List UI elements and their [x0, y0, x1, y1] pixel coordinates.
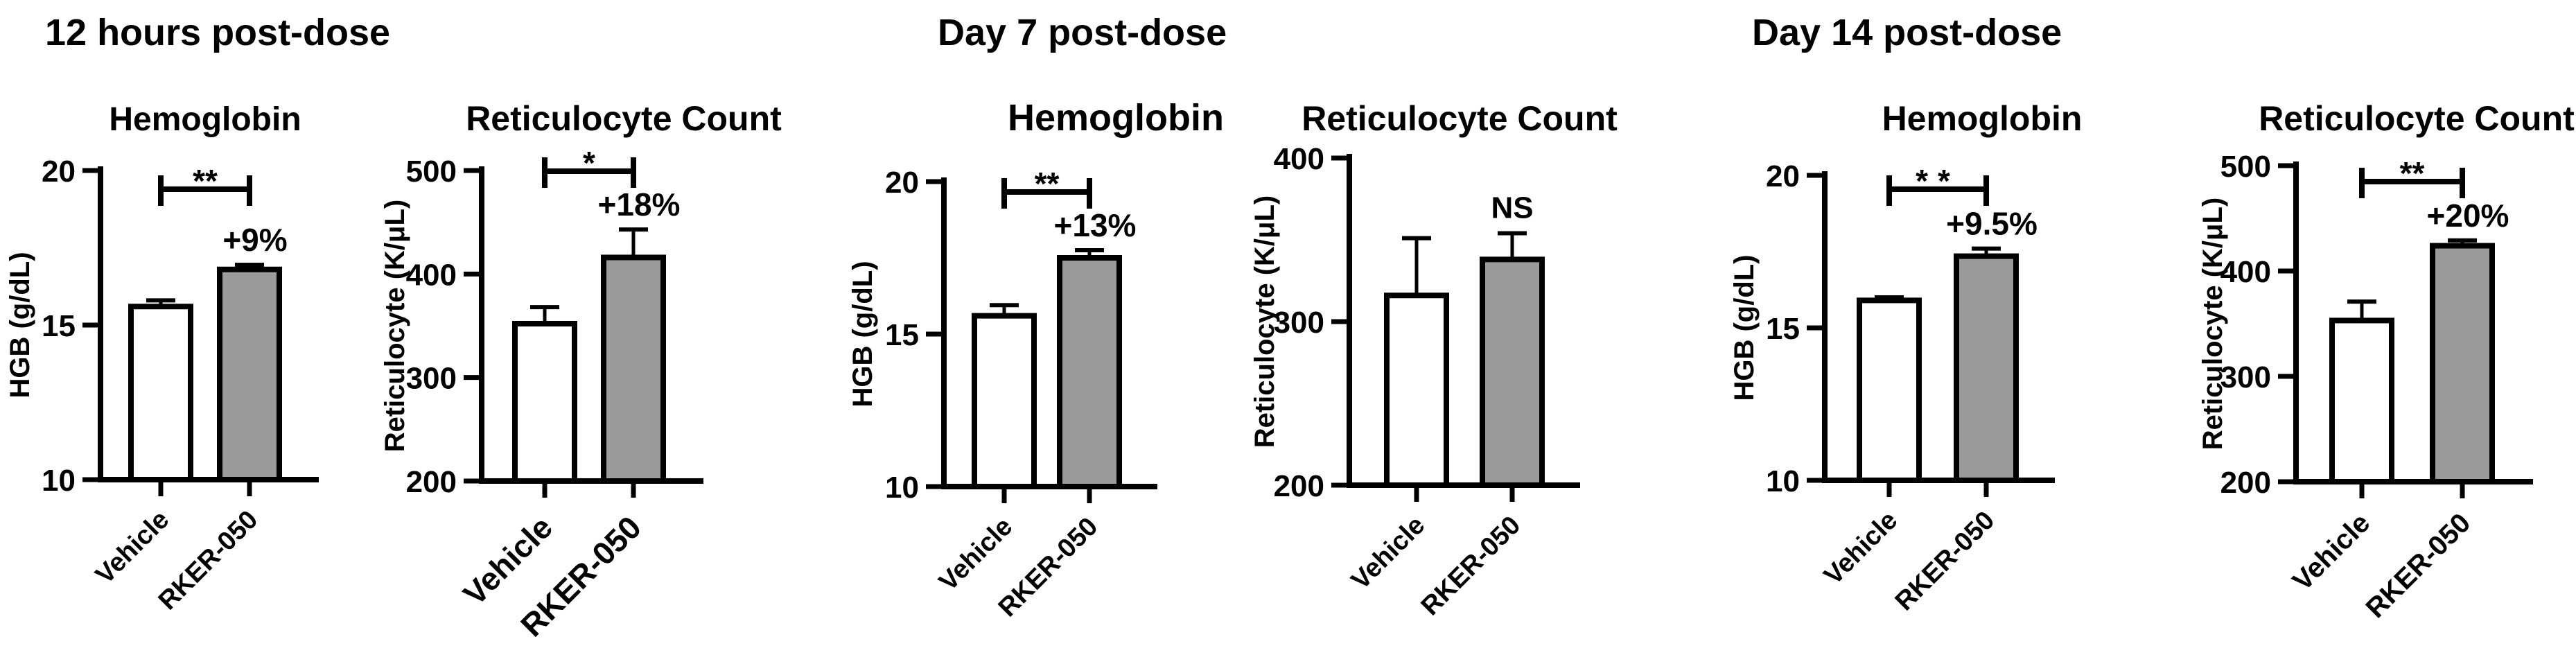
chart-title: Reticulocyte Count	[466, 99, 782, 138]
chart-title: Hemoglobin	[1008, 97, 1224, 139]
y-tick-label: 15	[1766, 312, 1800, 346]
y-tick-label: 20	[1766, 159, 1800, 193]
percent-change-label: +18%	[598, 186, 681, 222]
y-axis-label: HGB (g/dL)	[848, 261, 878, 407]
significance-label: **	[1035, 166, 1060, 202]
y-tick-label: 20	[885, 166, 919, 200]
percent-change-label: +20%	[2427, 198, 2509, 234]
y-tick-label: 400	[406, 258, 457, 292]
percent-change-label: +13%	[1054, 207, 1137, 243]
bar-rker-050	[2430, 243, 2495, 484]
y-tick-label: 300	[2220, 360, 2271, 394]
y-axis-label: Reticulocyte (K/μL)	[1250, 195, 1280, 448]
chart-retic-d7: Reticulocyte Count Reticulocyte (K/μL) 200…	[1250, 99, 1618, 621]
y-tick-label: 200	[1274, 469, 1324, 503]
y-tick-label: 200	[2220, 466, 2271, 500]
bar-vehicle	[512, 321, 577, 484]
percent-change-label: +9.5%	[1946, 206, 2038, 242]
x-category-label-vehicle: Vehicle	[934, 512, 1018, 597]
y-tick-label: 10	[1766, 464, 1800, 498]
y-tick-label: 20	[42, 155, 76, 189]
x-category-label-rker-050: RKER-050	[1890, 506, 2001, 617]
y-axis-label: Reticulocyte (K/μL)	[2198, 198, 2228, 451]
x-category-label-rker-050: RKER-050	[2360, 507, 2476, 624]
bar-vehicle	[2329, 317, 2394, 484]
chart-title: Reticulocyte Count	[2259, 99, 2575, 138]
y-tick-label: 500	[406, 155, 457, 189]
chart-hgb-d14: Hemoglobin HGB (g/dL) 10 15 20 VehicleRKER-05…	[1729, 99, 2082, 616]
x-category-label-vehicle: Vehicle	[2287, 507, 2376, 597]
bar-rker-050	[1057, 255, 1122, 489]
y-axis-label: HGB (g/dL)	[1729, 254, 1760, 401]
bar-vehicle	[128, 304, 193, 482]
x-category-label-vehicle: Vehicle	[90, 505, 175, 590]
significance-label: **	[193, 163, 218, 199]
y-tick-label: 500	[2220, 150, 2271, 184]
significance-label: **	[1916, 163, 1960, 199]
y-axis-label: HGB (g/dL)	[5, 252, 35, 398]
section-heading-day-7: Day 7 post-dose	[938, 12, 1227, 53]
bar-rker-050	[1954, 253, 2019, 483]
y-tick-label: 300	[1274, 306, 1324, 340]
bar-vehicle	[1857, 297, 1922, 483]
chart-retic-d14: Reticulocyte Count Reticulocyte (K/μL) 200…	[2198, 99, 2575, 624]
chart-title: Reticulocyte Count	[1302, 99, 1618, 138]
y-tick-label: 10	[885, 471, 919, 505]
section-heading-day-14: Day 14 post-dose	[1752, 12, 2062, 53]
significance-label: **	[2400, 155, 2425, 191]
bar-vehicle	[1384, 292, 1449, 488]
y-tick-label: 400	[1274, 142, 1324, 176]
x-category-label-vehicle: Vehicle	[1346, 511, 1430, 595]
significance-label: *	[583, 145, 595, 181]
bar-rker-050	[217, 266, 282, 482]
bar-rker-050	[601, 254, 666, 484]
x-category-label-rker-050: RKER-050	[1416, 511, 1527, 622]
y-tick-label: 15	[885, 318, 919, 352]
y-tick-label: 10	[42, 464, 76, 498]
y-tick-label: 400	[2220, 255, 2271, 289]
chart-title: Hemoglobin	[1882, 99, 2083, 138]
y-axis-label: Reticulocyte (K/μL)	[380, 200, 410, 453]
y-tick-label: 300	[406, 362, 457, 396]
y-tick-label: 15	[42, 309, 76, 343]
section-heading-12-hours: 12 hours post-dose	[45, 12, 391, 53]
ns-label: NS	[1491, 191, 1533, 225]
bar-vehicle	[972, 313, 1037, 489]
chart-retic-12h: Reticulocyte Count Reticulocyte (K/μL) 200…	[380, 99, 782, 643]
percent-change-label: +9%	[222, 222, 287, 258]
chart-title: Hemoglobin	[109, 101, 301, 138]
y-tick-label: 200	[406, 465, 457, 499]
bar-rker-050	[1480, 256, 1545, 488]
x-category-label-vehicle: Vehicle	[1819, 506, 1903, 591]
